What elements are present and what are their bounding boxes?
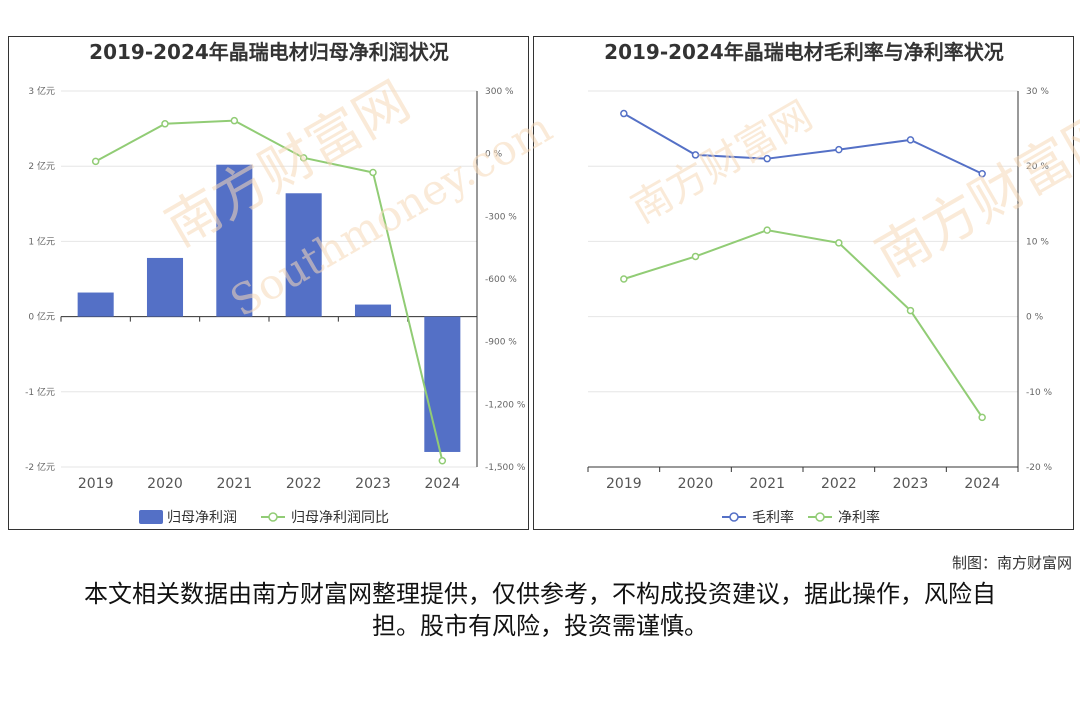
series-point-净利率-2019 <box>620 275 628 283</box>
y-left-tick-label: -1 亿元 <box>25 386 55 398</box>
series-point-毛利率-2022 <box>835 145 843 154</box>
legend-label-net: 净利率 <box>838 509 880 526</box>
yoy-line <box>95 119 444 461</box>
legend-bar-swatch <box>139 510 163 524</box>
x-category-label: 2020 <box>147 476 183 492</box>
y-right-tick-label: -1,500 % <box>485 463 526 473</box>
legend-label-gross: 毛利率 <box>752 509 794 526</box>
x-category-label: 2022 <box>286 476 322 492</box>
x-category-label: 2019 <box>606 476 642 492</box>
bar-2024 <box>424 316 461 452</box>
x-category-label: 2020 <box>678 476 714 492</box>
series-point-毛利率-2019 <box>620 109 628 118</box>
yoy-point-2021 <box>230 116 239 125</box>
y-left-tick-label: 1 亿元 <box>28 235 55 247</box>
yoy-point-2024 <box>438 456 447 465</box>
x-category-label: 2019 <box>78 476 114 492</box>
series-point-净利率-2021 <box>763 226 771 234</box>
x-category-label: 2021 <box>217 476 253 492</box>
chart-title: 2019-2024年晶瑞电材毛利率与净利率状况 <box>604 40 1004 64</box>
y-right-tick-label: -1,200 % <box>485 400 526 410</box>
y-left-tick-label: 2 亿元 <box>28 160 55 172</box>
yoy-point-2019 <box>91 157 100 166</box>
y-left-tick-label: 3 亿元 <box>28 85 55 97</box>
net-profit-chart: 2019-2024年晶瑞电材归母净利润状况 -2 亿元 -1 亿元 0 亿元 1 亿元 2… <box>25 40 526 526</box>
y-right-tick-label: 30 % <box>1026 87 1049 97</box>
bar-2020 <box>146 257 184 317</box>
net-profit-chart-panel: 2019-2024年晶瑞电材归母净利润状况 -2 亿元 -1 亿元 0 亿元 1 亿元 2… <box>8 36 529 530</box>
bar-2022 <box>285 193 322 317</box>
series-point-毛利率-2020 <box>691 151 700 159</box>
yoy-point-2023 <box>369 168 377 177</box>
chart-title: 2019-2024年晶瑞电材归母净利润状况 <box>89 40 449 64</box>
legend-marker-net <box>815 512 825 522</box>
series-line-毛利率 <box>623 112 983 175</box>
x-category-label: 2023 <box>893 476 929 492</box>
legend-bar-label: 归母净利润 <box>167 509 237 526</box>
y-right-tick-label: -900 % <box>485 338 517 348</box>
bar-2023 <box>354 304 392 317</box>
y-right-tick-label: 0 % <box>485 150 503 160</box>
series-point-净利率-2023 <box>906 306 915 315</box>
y-right-tick-label: 300 % <box>485 87 514 97</box>
y-right-tick-label: 10 % <box>1026 237 1049 247</box>
y-right-tick-label: -20 % <box>1026 463 1053 473</box>
y-right-tick-label: -600 % <box>485 275 517 285</box>
x-category-label: 2022 <box>821 476 857 492</box>
chart-credit: 制图：南方财富网 <box>951 554 1072 572</box>
margin-chart-panel: 2019-2024年晶瑞电材毛利率与净利率状况 -20 % -10 % 0 % 10 %… <box>533 36 1074 530</box>
margin-chart: 2019-2024年晶瑞电材毛利率与净利率状况 -20 % -10 % 0 % 10 %… <box>587 40 1053 526</box>
bar-2019 <box>77 292 114 317</box>
series-point-毛利率-2024 <box>978 169 986 178</box>
series-point-毛利率-2021 <box>763 154 771 163</box>
series-point-毛利率-2023 <box>906 136 915 144</box>
y-right-tick-label: 20 % <box>1026 162 1049 172</box>
y-left-tick-label: -2 亿元 <box>25 461 55 473</box>
yoy-point-2020 <box>161 120 169 128</box>
y-right-tick-label: 0 % <box>1026 313 1044 323</box>
series-point-净利率-2022 <box>835 239 843 247</box>
legend-marker-gross <box>729 512 739 522</box>
disclaimer-text: 本文相关数据由南方财富网整理提供，仅供参考，不构成投资建议，据此操作，风险自担。… <box>84 580 996 640</box>
legend-line-label: 归母净利润同比 <box>291 509 389 526</box>
legend-line-marker <box>268 512 278 522</box>
series-point-净利率-2020 <box>691 252 700 261</box>
x-category-label: 2024 <box>425 476 461 492</box>
series-line-净利率 <box>623 229 983 418</box>
series-point-净利率-2024 <box>978 413 986 422</box>
bar-2021 <box>216 164 253 317</box>
x-category-label: 2021 <box>749 476 785 492</box>
yoy-point-2022 <box>299 154 308 162</box>
x-category-label: 2024 <box>964 476 1000 492</box>
y-right-tick-label: -10 % <box>1026 388 1053 398</box>
x-category-label: 2023 <box>355 476 391 492</box>
y-right-tick-label: -300 % <box>485 212 517 222</box>
y-left-tick-label: 0 亿元 <box>28 311 55 323</box>
